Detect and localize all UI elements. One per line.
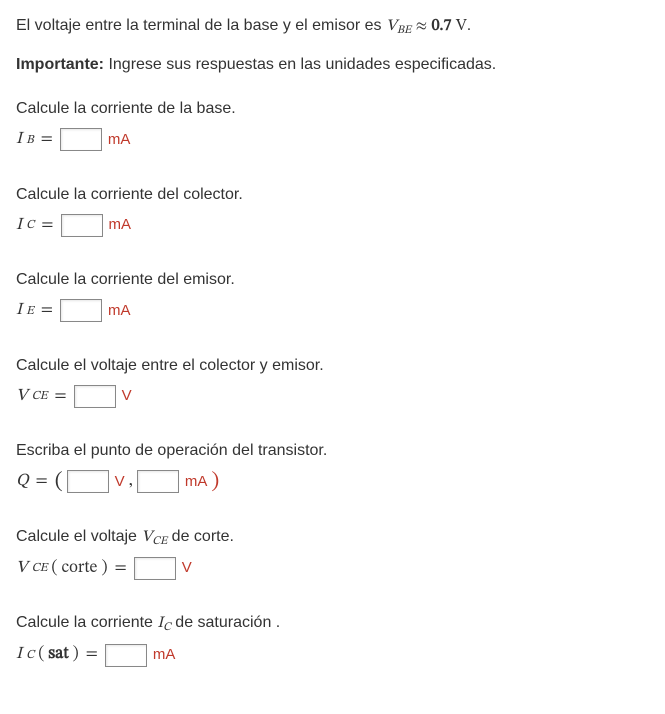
prompt-subscript-ce: CE xyxy=(152,535,167,547)
equation-row-ib: IB = mA xyxy=(16,127,649,153)
func-arg-sat: sat xyxy=(48,642,68,668)
func-lparen: ( xyxy=(51,556,57,582)
prompt-ie: Calcule la corriente del emisor. xyxy=(16,268,649,292)
equation-row-q: Q = ( V, mA) xyxy=(16,469,649,495)
subscript-ce: CE xyxy=(32,559,48,577)
symbol-q: Q xyxy=(16,469,29,495)
question-q-point: Escriba el punto de operación del transi… xyxy=(16,439,649,495)
subscript-ce: CE xyxy=(32,387,48,405)
unit-ic: mA xyxy=(109,214,132,237)
important-label: Importante: xyxy=(16,56,104,73)
unit-q-current: mA xyxy=(185,471,208,494)
symbol-v: V xyxy=(16,384,28,410)
prompt-symbol-v: V xyxy=(141,529,152,545)
subscript-c: C xyxy=(26,646,34,664)
func-lparen: ( xyxy=(38,642,44,668)
equals-sign: = xyxy=(86,642,98,668)
important-text: Ingrese sus respuestas en las unidades e… xyxy=(104,56,496,73)
left-paren: ( xyxy=(55,471,63,493)
subscript-e: E xyxy=(26,302,34,320)
equation-row-ie: IE = mA xyxy=(16,298,649,324)
subscript-c: C xyxy=(26,216,34,234)
equation-row-vce-cutoff: VCE(corte) = V xyxy=(16,556,649,582)
input-ic-sat[interactable] xyxy=(105,644,147,667)
unit-ib: mA xyxy=(108,129,131,152)
unit-q-voltage: V xyxy=(115,471,125,494)
question-vce-cutoff: Calcule el voltaje VCE de corte. VCE(cor… xyxy=(16,525,649,582)
equals-sign: = xyxy=(54,384,66,410)
approx-sign: ≈ xyxy=(416,18,428,34)
prompt-ic-sat: Calcule la corriente IC de saturación . xyxy=(16,611,649,636)
question-ib: Calcule la corriente de la base. IB = mA xyxy=(16,97,649,153)
question-ic: Calcule la corriente del colector. IC = … xyxy=(16,183,649,239)
symbol-v: V xyxy=(16,556,28,582)
intro-text-pre: El voltaje entre la terminal de la base … xyxy=(16,17,386,34)
prompt-pre: Calcule la corriente xyxy=(16,614,157,631)
right-paren: ) xyxy=(211,471,219,493)
func-rparen: ) xyxy=(73,642,79,668)
unit-vce: V xyxy=(122,385,132,408)
question-ie: Calcule la corriente del emisor. IE = mA xyxy=(16,268,649,324)
subscript-b: B xyxy=(26,131,34,149)
equation-row-ic-sat: IC(sat) = mA xyxy=(16,642,649,668)
equals-sign: = xyxy=(41,127,53,153)
prompt-vce: Calcule el voltaje entre el colector y e… xyxy=(16,354,649,378)
vbe-unit: V xyxy=(456,18,467,34)
vbe-symbol: V xyxy=(386,18,397,34)
intro-period: . xyxy=(467,17,471,34)
symbol-i: I xyxy=(16,127,22,153)
comma: , xyxy=(129,469,133,495)
equation-row-ic: IC = mA xyxy=(16,213,649,239)
prompt-q-point: Escriba el punto de operación del transi… xyxy=(16,439,649,463)
symbol-i: I xyxy=(16,213,22,239)
prompt-subscript-c: C xyxy=(163,621,171,633)
input-ic[interactable] xyxy=(61,214,103,237)
func-arg-corte: corte xyxy=(62,556,98,582)
equals-sign: = xyxy=(115,556,127,582)
unit-vce-cutoff: V xyxy=(182,557,192,580)
vbe-subscript: BE xyxy=(397,24,411,36)
intro-line-vbe: El voltaje entre la terminal de la base … xyxy=(16,14,649,39)
prompt-post: de saturación . xyxy=(171,614,280,631)
equals-sign: = xyxy=(41,213,53,239)
question-ic-sat: Calcule la corriente IC de saturación . … xyxy=(16,611,649,668)
unit-ic-sat: mA xyxy=(153,644,176,667)
unit-ie: mA xyxy=(108,300,131,323)
symbol-i: I xyxy=(16,298,22,324)
vbe-value: 0.7 xyxy=(432,18,452,34)
prompt-vce-cutoff: Calcule el voltaje VCE de corte. xyxy=(16,525,649,550)
input-q-current[interactable] xyxy=(137,470,179,493)
input-vce-cutoff[interactable] xyxy=(134,557,176,580)
prompt-ic: Calcule la corriente del colector. xyxy=(16,183,649,207)
func-rparen: ) xyxy=(101,556,107,582)
symbol-i: I xyxy=(16,642,22,668)
prompt-pre: Calcule el voltaje xyxy=(16,528,141,545)
equation-row-vce: VCE = V xyxy=(16,384,649,410)
equals-sign: = xyxy=(41,298,53,324)
important-note: Importante: Ingrese sus respuestas en la… xyxy=(16,53,649,77)
input-vce[interactable] xyxy=(74,385,116,408)
equals-sign: = xyxy=(36,469,48,495)
prompt-post: de corte. xyxy=(167,528,234,545)
input-ib[interactable] xyxy=(60,128,102,151)
input-ie[interactable] xyxy=(60,299,102,322)
question-vce: Calcule el voltaje entre el colector y e… xyxy=(16,354,649,410)
prompt-ib: Calcule la corriente de la base. xyxy=(16,97,649,121)
input-q-voltage[interactable] xyxy=(67,470,109,493)
